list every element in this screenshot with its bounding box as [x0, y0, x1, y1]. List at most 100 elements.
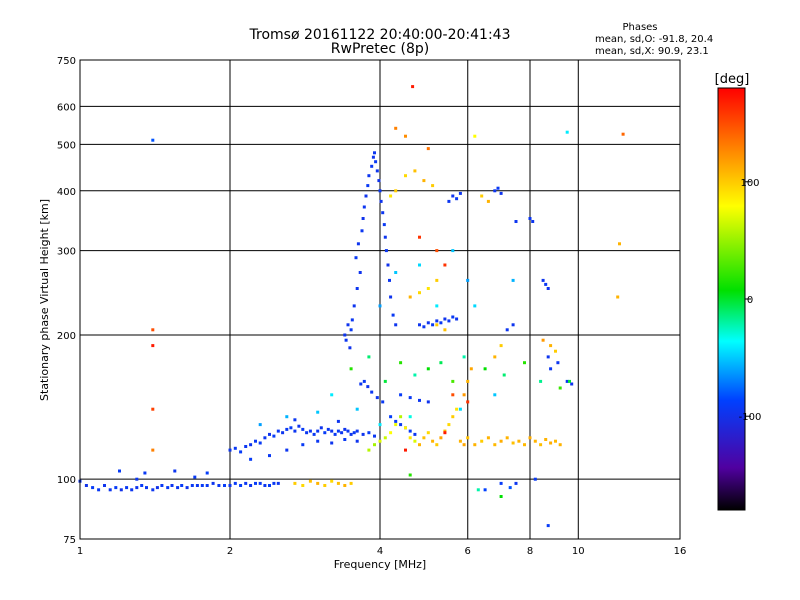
phase-stats-x: mean, sd,X: 90.9, 23.1 — [595, 46, 709, 57]
plot-frame — [79, 59, 681, 540]
data-point — [528, 217, 532, 220]
data-point — [499, 481, 503, 485]
data-point — [493, 355, 497, 359]
data-point — [435, 278, 439, 282]
data-point — [330, 479, 334, 483]
data-point — [125, 486, 129, 490]
data-point — [360, 229, 364, 233]
data-point — [249, 443, 253, 447]
data-point — [228, 448, 232, 452]
data-point — [404, 426, 407, 430]
data-point — [546, 524, 550, 528]
data-point — [355, 287, 359, 290]
data-point — [355, 429, 359, 433]
data-point — [118, 469, 121, 473]
data-point — [558, 386, 562, 390]
data-point — [370, 390, 374, 394]
data-point — [476, 488, 480, 492]
data-point — [185, 486, 189, 490]
data-point — [316, 410, 320, 414]
data-point — [466, 379, 470, 383]
data-point — [355, 439, 359, 443]
data-point — [180, 484, 184, 487]
x-tick-label: 2 — [227, 546, 233, 557]
data-point — [205, 471, 209, 475]
data-point — [361, 432, 365, 436]
data-point — [151, 407, 155, 411]
data-point — [435, 304, 439, 308]
data-point — [486, 199, 490, 203]
data-point — [301, 484, 305, 487]
data-point — [546, 355, 550, 359]
data-point — [549, 367, 553, 371]
axis-ticks: 1 2 4 6 8 10 16 75 100 200 300 400 500 600 750 — [57, 56, 686, 557]
data-point — [462, 355, 466, 359]
data-point — [389, 431, 393, 435]
phase-stats-heading: Phases — [622, 22, 658, 33]
data-point — [502, 373, 506, 377]
data-point — [431, 439, 435, 443]
data-point — [466, 436, 470, 440]
data-point — [358, 271, 362, 274]
data-point — [621, 132, 625, 136]
data-point — [439, 361, 443, 365]
data-point — [103, 484, 106, 487]
grid-lines — [80, 60, 680, 539]
data-point — [330, 393, 334, 397]
data-point — [422, 436, 426, 440]
data-point — [333, 432, 337, 436]
data-point — [170, 484, 174, 487]
data-point — [373, 443, 376, 447]
data-point — [426, 147, 430, 151]
data-point — [554, 349, 557, 353]
data-point — [565, 130, 569, 134]
data-point — [544, 438, 548, 441]
data-point — [293, 429, 297, 433]
data-point — [570, 382, 574, 386]
data-point — [462, 393, 466, 397]
data-point — [426, 287, 430, 290]
data-point — [523, 443, 526, 447]
data-point — [458, 407, 462, 411]
data-point — [319, 426, 323, 430]
data-point — [362, 379, 366, 383]
data-point — [374, 160, 378, 164]
data-point — [394, 423, 398, 427]
data-point — [330, 441, 334, 445]
data-point — [330, 429, 334, 433]
data-point — [499, 439, 503, 443]
y-tick-label: 400 — [57, 187, 76, 198]
data-point — [531, 220, 535, 223]
y-tick-label: 750 — [57, 56, 76, 67]
data-point — [97, 488, 101, 492]
data-point — [439, 436, 443, 440]
data-point — [377, 179, 381, 183]
data-point — [343, 333, 347, 337]
data-point — [473, 134, 477, 138]
data-point — [375, 169, 379, 173]
data-point — [418, 235, 421, 239]
data-point — [451, 415, 455, 419]
data-point — [473, 304, 477, 308]
data-point — [370, 164, 374, 168]
data-point — [323, 484, 327, 487]
data-point — [228, 484, 232, 487]
data-point — [384, 249, 388, 253]
data-point — [190, 484, 194, 487]
data-point — [426, 431, 430, 435]
data-point — [413, 373, 417, 377]
data-point — [493, 393, 497, 397]
data-point — [323, 431, 327, 435]
chart-subtitle: RwPretec (8p) — [330, 41, 430, 57]
data-point — [336, 419, 340, 423]
data-point — [336, 481, 340, 485]
data-point — [383, 436, 387, 440]
colorbar-label: [deg] — [715, 72, 750, 87]
data-point — [276, 429, 280, 433]
data-point — [381, 211, 385, 215]
data-point — [346, 429, 350, 433]
data-point — [352, 304, 356, 308]
data-point — [135, 486, 139, 490]
data-point — [533, 439, 537, 443]
data-point — [361, 217, 365, 220]
